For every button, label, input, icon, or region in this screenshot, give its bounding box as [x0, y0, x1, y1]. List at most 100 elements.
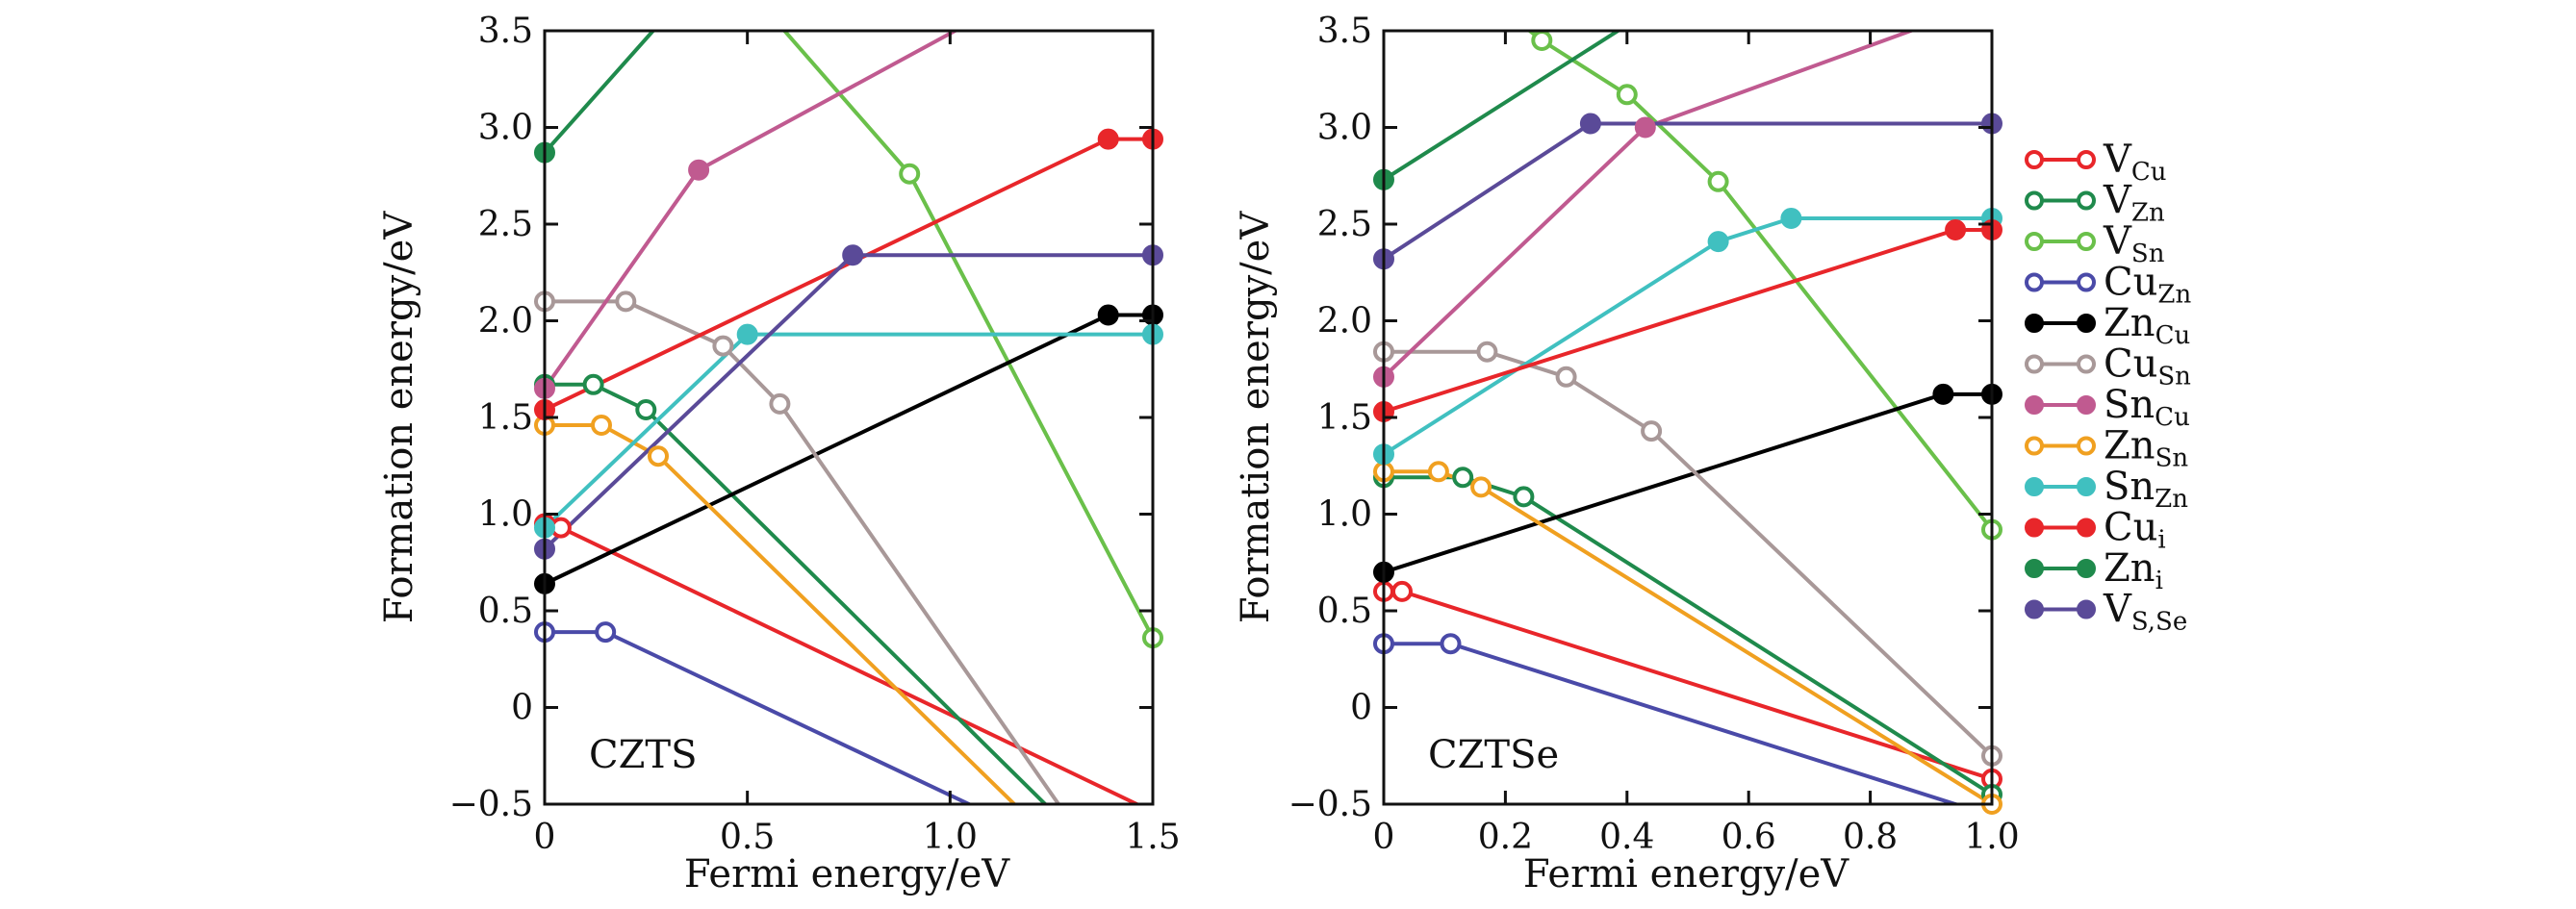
series-line-v-zn	[545, 382, 1049, 804]
data-point-v-sn	[899, 163, 921, 185]
legend-marker	[2077, 150, 2096, 169]
y-tick-label: 2.0	[478, 302, 533, 341]
series-lines	[1384, 31, 1992, 804]
series-line-v-zn	[1384, 475, 1992, 796]
chart-panel-czts: 0 0.5 1.0 1.5−0.500.51.01.52.02.53.03.5Ferm…	[377, 12, 1181, 896]
x-tick-label: 0.6	[1722, 818, 1776, 857]
data-point-sn-zn	[1780, 208, 1802, 229]
legend-label-main: V	[2103, 588, 2132, 632]
x-tick-label: 0	[1373, 818, 1395, 857]
legend-marker	[2077, 190, 2096, 211]
legend-label: ZnCu	[2104, 301, 2190, 350]
legend-label-subscript: S,Se	[2131, 608, 2187, 637]
data-point-zn-sn	[648, 445, 669, 467]
y-tick-label: −0.5	[1288, 785, 1372, 824]
legend-marker	[2025, 314, 2044, 333]
legend-label-main: Zn	[2104, 546, 2155, 591]
data-point-v-s-se	[842, 244, 864, 266]
legend-marker	[2025, 477, 2044, 496]
legend-marker	[2025, 272, 2044, 292]
legend-label-subscript: Zn	[2131, 199, 2165, 228]
legend-marker	[2025, 599, 2044, 619]
data-point-sn-zn	[1707, 231, 1729, 253]
chart-panel-cztse: 0 0.2 0.4 0.6 0.8 1.0−0.500.51.01.52.02.53.03…	[1234, 12, 2020, 896]
data-point-cu-sn	[712, 335, 734, 357]
legend-item-zn-sn: ZnSn	[2025, 424, 2188, 473]
series-markers	[534, 128, 1163, 649]
data-point-v-zn	[582, 373, 604, 395]
data-point-cu-i	[1945, 219, 1967, 240]
y-tick-label: 2.5	[478, 205, 533, 244]
legend-label-main: Zn	[2104, 301, 2155, 345]
data-point-zn-cu	[1932, 383, 1954, 405]
x-tick-label: 0.4	[1599, 818, 1654, 857]
y-tick-label: 0.5	[478, 592, 533, 631]
legend-marker	[2077, 559, 2096, 578]
legend-item-cu-i: Cui	[2025, 506, 2166, 555]
legend-label-subscript: i	[2157, 526, 2165, 555]
legend-label: VZn	[2103, 179, 2165, 228]
panel-label: CZTSe	[1428, 733, 1559, 777]
data-point-cu-sn	[1476, 341, 1498, 363]
data-point-zn-sn	[1427, 461, 1449, 483]
x-tick-label: 1.5	[1125, 818, 1180, 857]
legend-label: CuSn	[2104, 342, 2191, 391]
series-line-sn-zn	[1384, 216, 1992, 456]
legend-marker	[2025, 150, 2044, 169]
legend-label-subscript: Cu	[2155, 403, 2190, 432]
legend-label-main: Cu	[2104, 261, 2157, 305]
legend-item-v-sn: VSn	[2025, 219, 2165, 268]
y-axis-title: Formation energy/eV	[377, 211, 421, 624]
series-line-zn-i	[1384, 31, 1622, 182]
y-tick-label: 0	[1350, 689, 1372, 728]
data-point-cu-i	[1097, 128, 1119, 150]
legend-label: SnCu	[2104, 383, 2190, 432]
y-tick-label: 1.5	[478, 398, 533, 438]
data-point-cu-zn	[595, 621, 617, 644]
data-point-v-sn	[1531, 30, 1553, 51]
legend-label-subscript: Sn	[2157, 363, 2191, 391]
legend-label-main: V	[2103, 179, 2132, 223]
y-tick-label: 1.0	[1317, 495, 1372, 535]
legend-marker	[2077, 395, 2096, 415]
legend-label-main: Zn	[2104, 424, 2155, 468]
legend-label: Cui	[2104, 506, 2166, 555]
legend-marker	[2025, 559, 2044, 578]
data-point-sn-cu	[688, 159, 710, 181]
data-point-zn-sn	[1470, 476, 1492, 498]
plot-frame	[1382, 29, 1994, 806]
data-point-v-zn	[635, 399, 657, 420]
legend-marker	[2077, 518, 2096, 538]
legend-label-subscript: Cu	[2155, 321, 2191, 350]
legend-item-v-zn: VZn	[2025, 179, 2165, 228]
legend-item-sn-zn: SnZn	[2025, 465, 2188, 514]
y-tick-label: 0	[511, 689, 533, 728]
legend-label-subscript: Zn	[2157, 281, 2191, 310]
legend-marker	[2025, 518, 2044, 538]
legend-label-main: Cu	[2104, 506, 2157, 550]
data-point-cu-sn	[1641, 420, 1663, 442]
x-tick-label: 1.0	[923, 818, 978, 857]
data-point-v-s-se	[1579, 113, 1601, 135]
data-point-v-zn	[1452, 467, 1474, 489]
legend-label-main: Cu	[2104, 342, 2157, 387]
x-tick-label: 0	[534, 818, 556, 857]
legend-item-cu-sn: CuSn	[2025, 342, 2191, 391]
y-tick-label: 3.5	[478, 12, 533, 51]
y-tick-label: 1.0	[478, 495, 533, 535]
legend-marker	[2025, 395, 2044, 415]
legend-label: VS,Se	[2103, 588, 2187, 637]
panel-label: CZTS	[589, 733, 697, 777]
series-line-zn-sn	[545, 423, 1017, 804]
legend-label-subscript: Sn	[2131, 240, 2165, 268]
series-line-zn-i	[545, 31, 656, 154]
legend-item-v-s-se: VS,Se	[2025, 588, 2187, 637]
legend-marker	[2077, 272, 2096, 292]
legend-label-main: Sn	[2104, 383, 2155, 427]
x-tick-label: 0.5	[720, 818, 775, 857]
legend-item-zn-i: Zni	[2025, 546, 2163, 595]
legend-label-main: Sn	[2104, 465, 2155, 509]
legend-marker	[2025, 232, 2044, 251]
y-tick-label: 2.5	[1317, 205, 1372, 244]
y-tick-label: 3.0	[478, 109, 533, 148]
